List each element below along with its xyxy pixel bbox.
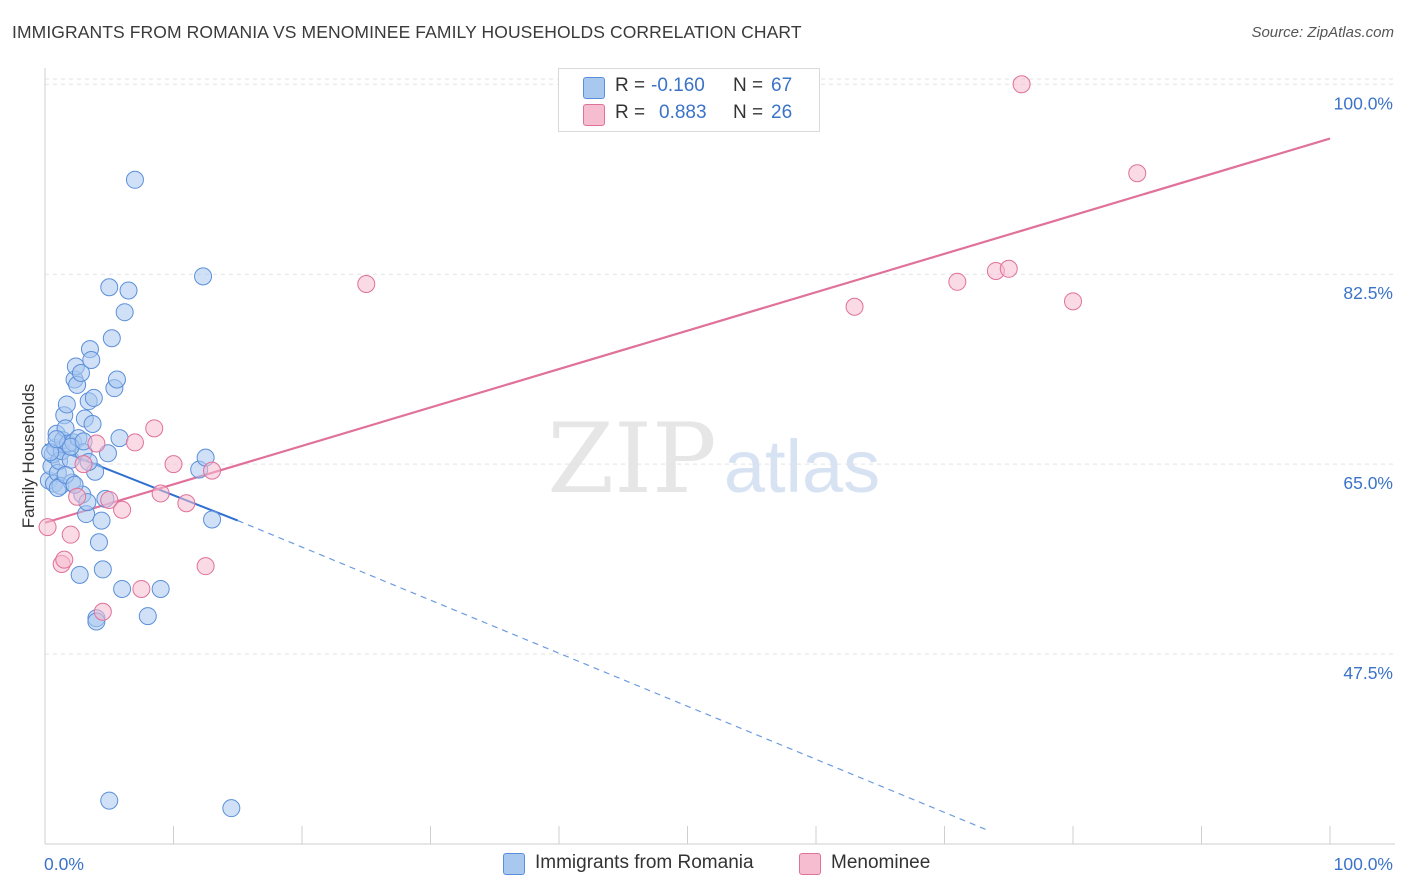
watermark: ZIP atlas (547, 403, 880, 515)
legend-swatch-menominee (583, 104, 605, 126)
x-tick-label-end: 100.0% (1334, 854, 1393, 874)
source-label: Source: ZipAtlas.com (1251, 24, 1394, 41)
point-menominee (196, 557, 215, 576)
point-romania (151, 579, 170, 598)
bottom-legend-menominee-label: Menominee (831, 852, 931, 873)
legend-n-value: 26 (771, 102, 793, 123)
point-romania (107, 370, 126, 389)
chart-title: IMMIGRANTS FROM ROMANIA VS MENOMINEE FAM… (12, 22, 802, 42)
point-menominee (93, 602, 112, 621)
point-menominee (999, 259, 1018, 278)
point-menominee (1128, 164, 1147, 183)
bottom-swatch-menominee (799, 853, 821, 875)
point-romania (102, 329, 121, 348)
point-romania (110, 429, 129, 448)
bottom-swatch-romania (503, 853, 525, 875)
point-romania (203, 510, 222, 529)
legend-n-label: N = (733, 75, 764, 96)
y-tick-label: 100.0% (1334, 93, 1393, 113)
point-menominee (845, 297, 864, 316)
point-romania (93, 560, 112, 579)
point-menominee (113, 500, 132, 519)
point-romania (138, 607, 157, 626)
point-menominee (1012, 75, 1031, 94)
legend-r-value: -0.160 (651, 75, 705, 96)
point-romania (222, 799, 241, 818)
point-romania (194, 267, 213, 286)
point-romania (98, 444, 117, 463)
legend-n-label: N = (733, 102, 764, 123)
point-romania (115, 303, 134, 322)
watermark-atlas: atlas (724, 425, 880, 508)
point-romania (57, 395, 76, 414)
x-tick-label-start: 0.0% (44, 854, 84, 874)
grid-lines (45, 78, 1395, 655)
point-menominee (357, 274, 376, 293)
point-romania (82, 350, 101, 369)
point-romania (89, 533, 108, 552)
legend-n-value: 67 (771, 75, 793, 96)
y-tick-label: 82.5% (1343, 283, 1393, 303)
tick-labels: 47.5% 65.0% 82.5% 100.0% 0.0% 100.0% Family Ho… (19, 93, 1393, 874)
point-romania (83, 414, 102, 433)
point-menominee (177, 494, 196, 513)
point-menominee (151, 484, 170, 503)
point-romania (100, 278, 119, 297)
watermark-zip: ZIP (547, 403, 716, 515)
y-axis-label: Family Households (19, 384, 38, 529)
point-menominee (68, 487, 87, 506)
y-tick-label: 65.0% (1343, 473, 1393, 493)
legend-swatch-romania (583, 77, 605, 99)
trend-line-romania-extrapolated (237, 520, 990, 832)
point-romania (125, 170, 144, 189)
correlation-legend: R = -0.160 N = 67 R = 0.883 N = 26 (558, 68, 820, 132)
trend-line-menominee (44, 137, 1331, 524)
legend-r-label: R = (615, 75, 646, 96)
point-romania (92, 511, 111, 530)
point-romania (84, 388, 103, 407)
point-menominee (55, 550, 74, 569)
point-romania (119, 281, 138, 300)
data-points (38, 75, 1147, 818)
point-menominee (203, 461, 222, 480)
point-menominee (87, 434, 106, 453)
axes (44, 68, 1395, 845)
legend-r-value: 0.883 (659, 102, 707, 123)
point-menominee (61, 525, 80, 544)
y-tick-label: 47.5% (1343, 663, 1393, 683)
point-menominee (948, 272, 967, 291)
point-menominee (132, 579, 151, 598)
point-menominee (38, 518, 57, 537)
point-menominee (74, 455, 93, 474)
bottom-legend-romania-label: Immigrants from Romania (535, 852, 754, 873)
point-menominee (164, 455, 183, 474)
point-menominee (1064, 292, 1082, 311)
point-romania (70, 565, 89, 584)
point-romania (71, 363, 90, 382)
legend-r-label: R = (615, 102, 646, 123)
point-menominee (125, 433, 144, 452)
point-romania (47, 430, 66, 449)
point-romania (113, 579, 132, 598)
point-romania (100, 791, 119, 810)
point-menominee (145, 419, 164, 438)
point-menominee (100, 490, 119, 509)
